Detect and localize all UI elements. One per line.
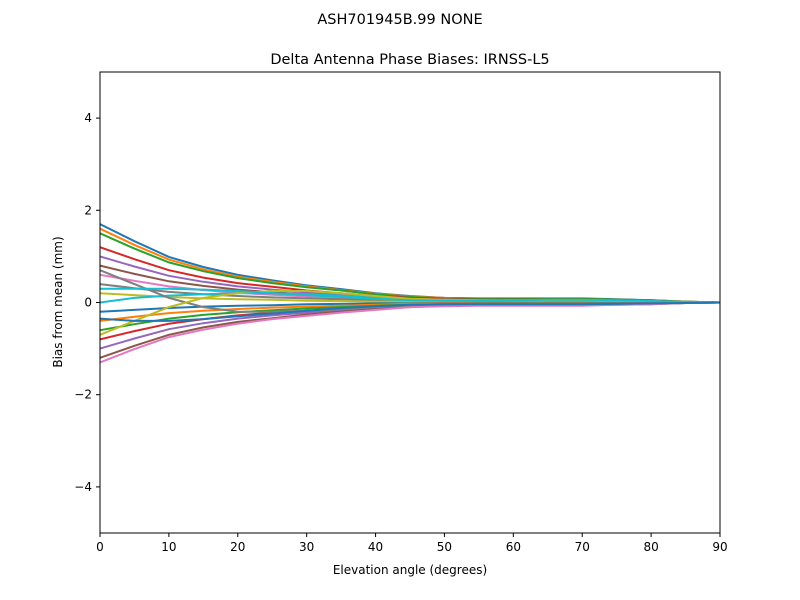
y-axis-label: Bias from mean (mm) [51,236,65,367]
series-lines [99,223,721,364]
series-line-1 [99,223,721,304]
x-tick-label: 10 [161,540,176,554]
x-axis: 0 10 20 30 40 50 60 70 80 90 [96,533,728,554]
x-tick-label: 70 [575,540,590,554]
x-tick-label: 0 [96,540,104,554]
series-line-3 [99,232,721,304]
chart-title: Delta Antenna Phase Biases: IRNSS-L5 [270,52,549,68]
x-tick-label: 50 [437,540,452,554]
y-tick-label: −2 [74,388,92,402]
series-line-21 [99,301,721,322]
x-tick-label: 60 [506,540,521,554]
suptitle: ASH701945B.99 NONE [317,12,482,28]
series-line-15 [99,301,721,350]
x-tick-label: 30 [299,540,314,554]
series-line-2 [99,227,721,304]
x-axis-label: Elevation angle (degrees) [333,563,487,577]
x-tick-label: 80 [643,540,658,554]
series-line-20 [100,287,721,304]
y-axis: −4 −2 0 2 4 [74,111,100,494]
y-tick-label: 0 [84,296,92,310]
x-tick-label: 90 [712,540,727,554]
x-tick-label: 20 [230,540,245,554]
y-tick-label: 4 [84,111,92,125]
x-tick-label: 40 [368,540,383,554]
y-tick-label: 2 [84,203,92,217]
y-tick-label: −4 [74,480,92,494]
